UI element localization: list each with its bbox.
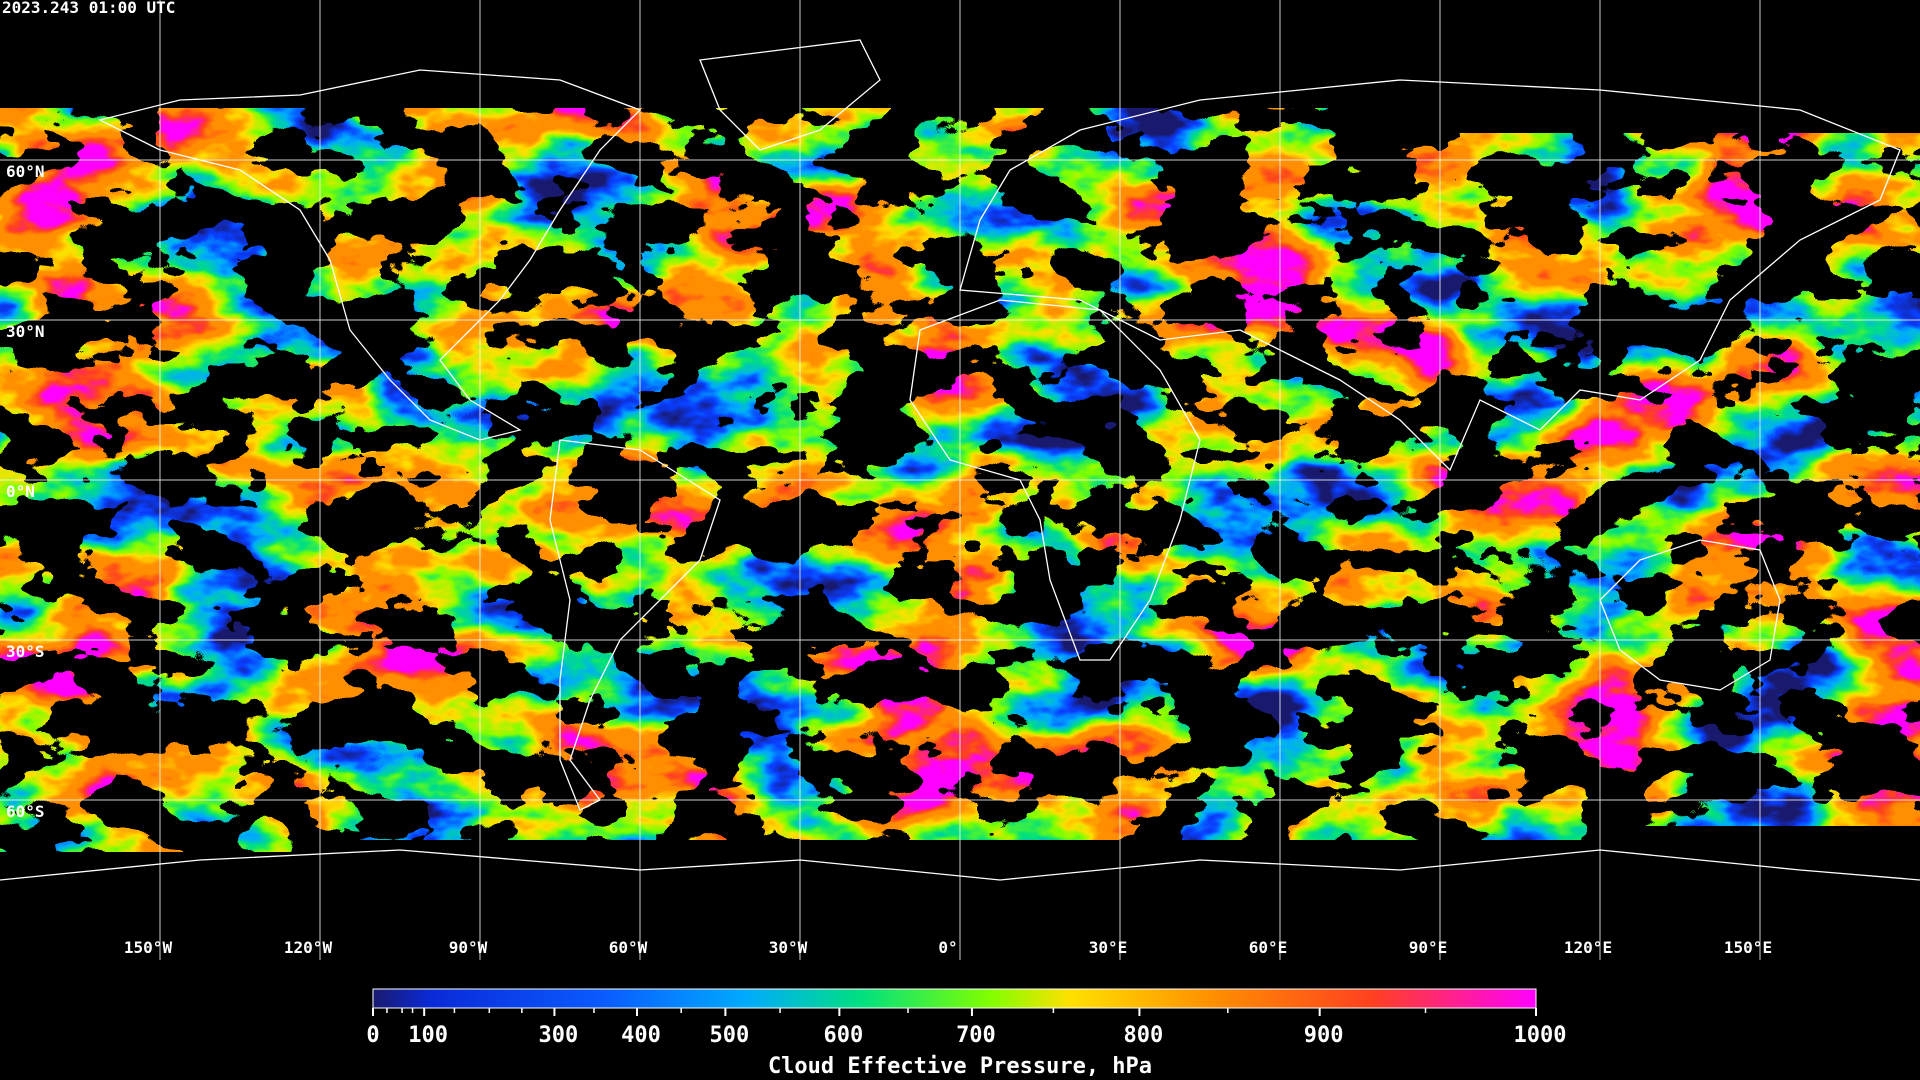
colorbar-tick-label: 500 xyxy=(710,1023,750,1048)
longitude-label: 60°E xyxy=(1249,938,1288,957)
colorbar-tick-label: 700 xyxy=(956,1023,996,1048)
coastlines xyxy=(0,39,1920,881)
latitude-label: 30°S xyxy=(6,642,45,661)
colorbar-tick-label: 800 xyxy=(1124,1023,1164,1048)
latitude-label: 60°N xyxy=(6,162,45,181)
colorbar xyxy=(372,988,1537,1009)
longitude-label: 60°W xyxy=(609,938,648,957)
longitude-label: 90°W xyxy=(449,938,488,957)
latitude-label: 0°N xyxy=(6,482,35,501)
longitude-label: 30°W xyxy=(769,938,808,957)
longitude-label: 90°E xyxy=(1409,938,1448,957)
eurasia xyxy=(959,79,1901,472)
timestamp: 2023.243 01:00 UTC xyxy=(2,0,175,17)
colorbar-ticks: 0 100 300 400 500 600 700 800 900 1000 xyxy=(366,1008,1566,1048)
colorbar-tick-label: 100 xyxy=(408,1023,448,1048)
south-america xyxy=(549,439,721,811)
colorbar-tick-label: 0 xyxy=(366,1023,379,1048)
colorbar-tick-label: 900 xyxy=(1304,1023,1344,1048)
latitude-label: 60°S xyxy=(6,802,45,821)
longitude-label: 150°W xyxy=(124,938,173,957)
latitude-label: 30°N xyxy=(6,322,45,341)
colorbar-tick-label: 1000 xyxy=(1514,1023,1567,1048)
greenland xyxy=(699,39,881,151)
colorbar-tick-label: 300 xyxy=(539,1023,579,1048)
map-labels: 60°N 30°N 0°N 30°S 60°S 150°W 120°W 90°W 60°W 30°… xyxy=(6,162,1772,957)
colorbar-tick-label: 400 xyxy=(621,1023,661,1048)
colorbar-tick-label: 600 xyxy=(823,1023,863,1048)
australia xyxy=(1599,539,1781,691)
north-america xyxy=(98,69,642,441)
longitude-label: 120°W xyxy=(284,938,333,957)
graticule xyxy=(0,0,1920,960)
longitude-label: 150°E xyxy=(1724,938,1772,957)
colorbar-title: Cloud Effective Pressure, hPa xyxy=(768,1054,1152,1079)
longitude-label: 0° xyxy=(938,938,957,957)
longitude-label: 120°E xyxy=(1564,938,1612,957)
antarctica xyxy=(0,849,1920,881)
longitude-label: 30°E xyxy=(1089,938,1128,957)
